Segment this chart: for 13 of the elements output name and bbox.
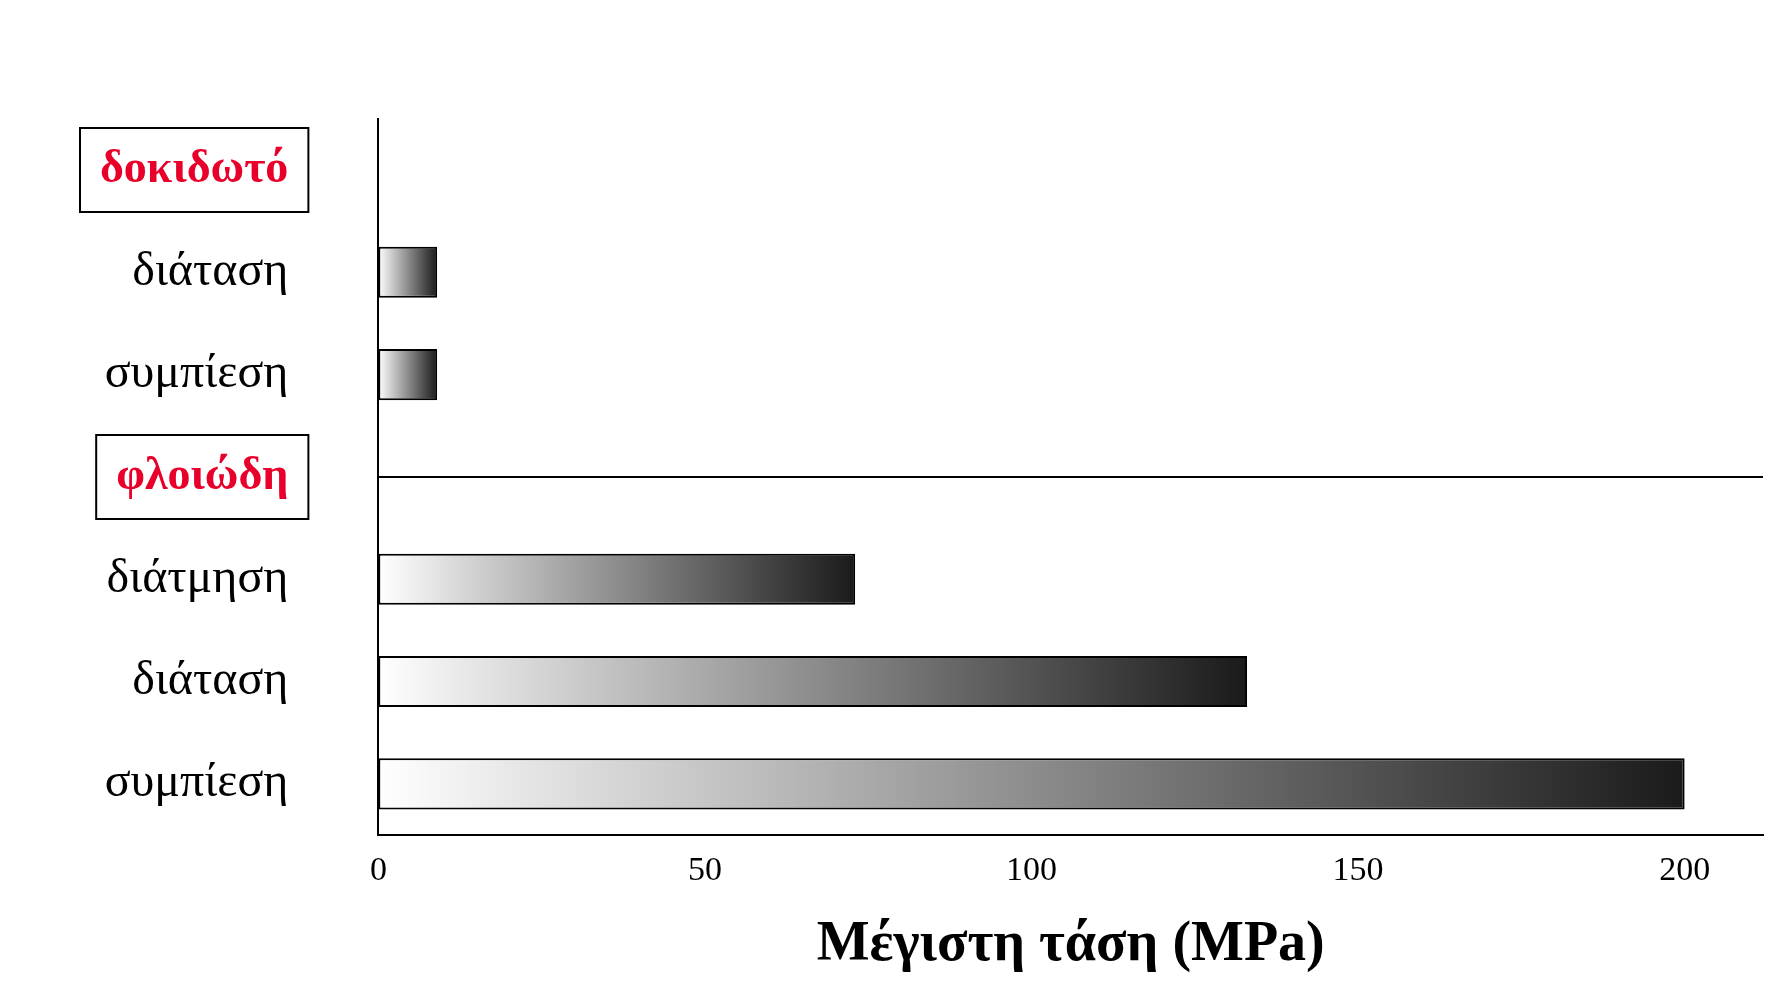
x-axis-title: Μέγιστη τάση (MPa) — [816, 909, 1325, 973]
y-tick-label: φλοιώδη — [116, 447, 289, 499]
x-tick-label: 0 — [369, 850, 387, 888]
y-tick-label: δοκιδωτό — [99, 140, 289, 192]
x-tick-label: 200 — [1659, 850, 1711, 888]
y-tick-label: συμπίεση — [104, 344, 289, 398]
x-tick-label: 100 — [1006, 850, 1057, 888]
y-tick-label: διάταση — [132, 651, 289, 705]
y-tick-label: διάταση — [132, 241, 289, 295]
x-tick-label: 50 — [687, 850, 722, 888]
y-tick-label: συμπίεση — [104, 753, 289, 807]
x-tick-label: 150 — [1332, 850, 1384, 888]
y-tick-label: διάτμηση — [106, 548, 289, 602]
